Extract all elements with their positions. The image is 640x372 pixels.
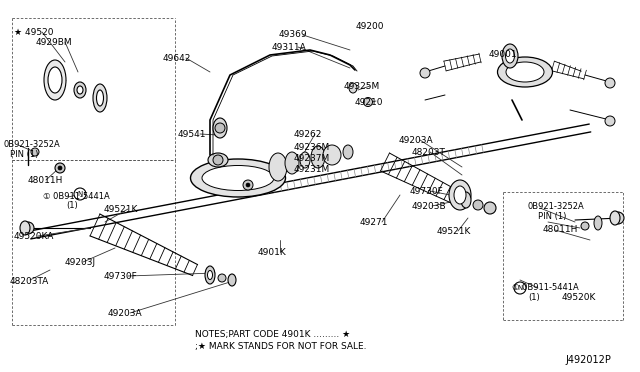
Ellipse shape bbox=[74, 82, 86, 98]
Ellipse shape bbox=[610, 211, 620, 225]
Text: 49200: 49200 bbox=[356, 22, 385, 31]
Text: 48203T: 48203T bbox=[412, 148, 446, 157]
Text: PIN (1): PIN (1) bbox=[538, 212, 566, 221]
Circle shape bbox=[58, 166, 62, 170]
Ellipse shape bbox=[48, 67, 62, 93]
Text: NOTES;PART CODE 4901K ......... ★: NOTES;PART CODE 4901K ......... ★ bbox=[195, 330, 350, 339]
Ellipse shape bbox=[484, 202, 496, 214]
Text: 49521K: 49521K bbox=[104, 205, 138, 214]
Text: 48011H: 48011H bbox=[28, 176, 63, 185]
Ellipse shape bbox=[207, 270, 212, 279]
Ellipse shape bbox=[202, 166, 274, 190]
Text: 49271: 49271 bbox=[360, 218, 388, 227]
Circle shape bbox=[581, 222, 589, 230]
Text: 49541: 49541 bbox=[178, 130, 207, 139]
Text: 49203J: 49203J bbox=[65, 258, 96, 267]
Text: PIN (1): PIN (1) bbox=[10, 150, 38, 159]
Text: 49325M: 49325M bbox=[344, 82, 380, 91]
Text: (1): (1) bbox=[66, 201, 77, 210]
Circle shape bbox=[215, 123, 225, 133]
Ellipse shape bbox=[449, 180, 471, 210]
Circle shape bbox=[55, 163, 65, 173]
Ellipse shape bbox=[208, 153, 228, 167]
Circle shape bbox=[243, 180, 253, 190]
Text: 49311A: 49311A bbox=[272, 43, 307, 52]
Text: 49237M: 49237M bbox=[294, 154, 330, 163]
Text: 49520K: 49520K bbox=[562, 293, 596, 302]
Ellipse shape bbox=[191, 159, 285, 197]
Ellipse shape bbox=[44, 60, 66, 100]
Ellipse shape bbox=[97, 90, 104, 106]
Text: N: N bbox=[517, 285, 523, 291]
Circle shape bbox=[22, 222, 34, 234]
Circle shape bbox=[213, 155, 223, 165]
Circle shape bbox=[605, 116, 615, 126]
Text: ① 0B911-5441A: ① 0B911-5441A bbox=[512, 283, 579, 292]
Ellipse shape bbox=[20, 221, 30, 235]
Text: 49203B: 49203B bbox=[412, 202, 447, 211]
Circle shape bbox=[473, 200, 483, 210]
Ellipse shape bbox=[77, 86, 83, 94]
Text: 49642: 49642 bbox=[163, 54, 191, 63]
Ellipse shape bbox=[497, 57, 552, 87]
Text: 49369: 49369 bbox=[279, 30, 308, 39]
Text: J492012P: J492012P bbox=[565, 355, 611, 365]
Ellipse shape bbox=[285, 152, 299, 174]
Text: 0B921-3252A: 0B921-3252A bbox=[528, 202, 585, 211]
Ellipse shape bbox=[311, 146, 325, 168]
Ellipse shape bbox=[594, 216, 602, 230]
Ellipse shape bbox=[213, 118, 227, 138]
Ellipse shape bbox=[343, 145, 353, 159]
Text: 4929BM: 4929BM bbox=[36, 38, 72, 47]
Ellipse shape bbox=[349, 83, 357, 93]
Ellipse shape bbox=[502, 44, 518, 68]
Text: 4901K: 4901K bbox=[258, 248, 287, 257]
Text: 49203A: 49203A bbox=[399, 136, 434, 145]
Circle shape bbox=[74, 188, 86, 200]
Circle shape bbox=[246, 183, 250, 187]
Text: ① 0B911-5441A: ① 0B911-5441A bbox=[43, 192, 109, 201]
Circle shape bbox=[612, 212, 624, 224]
Ellipse shape bbox=[506, 49, 515, 63]
Text: 49520KA: 49520KA bbox=[14, 232, 54, 241]
Text: 49730F: 49730F bbox=[410, 187, 444, 196]
Circle shape bbox=[31, 148, 39, 156]
Ellipse shape bbox=[205, 266, 215, 284]
Ellipse shape bbox=[364, 97, 372, 106]
Circle shape bbox=[420, 68, 430, 78]
Text: 49730F: 49730F bbox=[104, 272, 138, 281]
Circle shape bbox=[605, 78, 615, 88]
Text: ;★ MARK STANDS FOR NOT FOR SALE.: ;★ MARK STANDS FOR NOT FOR SALE. bbox=[195, 342, 367, 351]
Circle shape bbox=[218, 274, 226, 282]
Text: 49236M: 49236M bbox=[294, 143, 330, 152]
Text: 49521K: 49521K bbox=[437, 227, 472, 236]
Ellipse shape bbox=[228, 274, 236, 286]
Ellipse shape bbox=[461, 192, 471, 208]
Ellipse shape bbox=[506, 62, 544, 82]
Text: 48203TA: 48203TA bbox=[10, 277, 49, 286]
Text: 49231M: 49231M bbox=[294, 165, 330, 174]
Text: ★ 49520: ★ 49520 bbox=[14, 28, 54, 37]
Ellipse shape bbox=[454, 186, 466, 204]
Text: 0B921-3252A: 0B921-3252A bbox=[3, 140, 60, 149]
Text: 49262: 49262 bbox=[294, 130, 323, 139]
Text: 49210: 49210 bbox=[355, 98, 383, 107]
Text: 49001: 49001 bbox=[489, 50, 518, 59]
Ellipse shape bbox=[300, 152, 310, 168]
Circle shape bbox=[514, 282, 526, 294]
Text: N: N bbox=[77, 191, 83, 197]
Text: (1): (1) bbox=[528, 293, 540, 302]
Text: 49203A: 49203A bbox=[108, 309, 143, 318]
Text: 48011H: 48011H bbox=[543, 225, 579, 234]
Ellipse shape bbox=[323, 145, 341, 165]
Ellipse shape bbox=[93, 84, 107, 112]
Ellipse shape bbox=[269, 153, 287, 181]
